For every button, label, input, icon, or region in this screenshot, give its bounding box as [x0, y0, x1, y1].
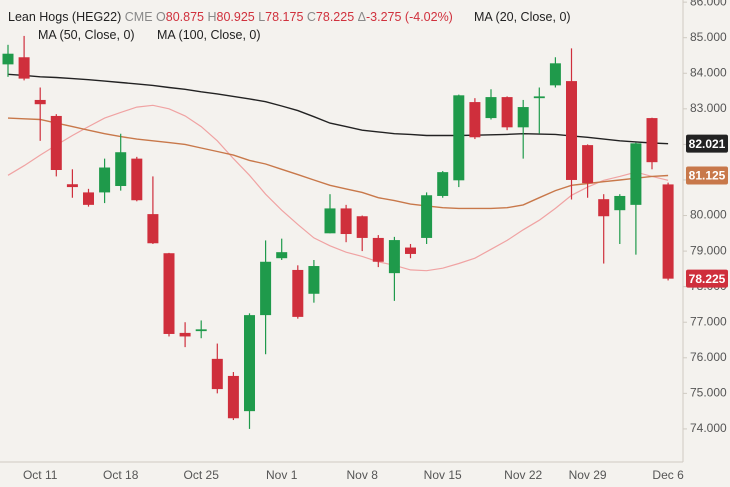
candle-body	[340, 208, 352, 235]
candle-body	[83, 192, 94, 205]
y-tick-label: 77.000	[690, 314, 727, 328]
candle-body	[115, 152, 127, 187]
x-tick-label: Nov 22	[504, 468, 542, 482]
legend-item: MA (100, Close, 0)	[157, 28, 261, 42]
y-tick-label: 86.000	[690, 0, 727, 8]
price-tag-label: 82.021	[689, 137, 726, 151]
y-tick-label: 83.000	[690, 101, 727, 115]
candle-body	[405, 247, 416, 254]
ohlc-label: C	[306, 10, 316, 24]
candle-body	[566, 81, 577, 180]
candle-body	[66, 184, 78, 188]
close-value: 78.225	[315, 10, 355, 24]
x-tick-label: Dec 6	[652, 468, 684, 482]
x-tick-label: Oct 25	[184, 468, 220, 482]
price-tag	[686, 269, 728, 288]
candle-body	[308, 266, 320, 294]
candle-body	[453, 95, 465, 181]
ohlc-label: H	[207, 10, 217, 24]
x-tick-label: Nov 29	[569, 468, 607, 482]
exchange: CME	[124, 10, 153, 24]
candle-body	[50, 115, 62, 171]
legend-item: MA (20, Close, 0)	[474, 10, 571, 24]
x-tick-label: Nov 15	[424, 468, 462, 482]
candle-body	[388, 240, 400, 274]
ohlc-label: O	[156, 10, 166, 24]
candle-body	[211, 358, 223, 390]
candle-body	[276, 252, 288, 259]
price-tag	[686, 134, 728, 153]
candle-body	[131, 158, 143, 201]
high-value: 80.925	[216, 10, 255, 24]
y-tick-label: 74.000	[690, 421, 727, 435]
ma-line	[7, 117, 669, 210]
x-tick-label: Oct 18	[103, 468, 139, 482]
y-tick-label: 85.000	[690, 30, 727, 44]
candle-body	[662, 184, 674, 279]
x-tick-label: Nov 1	[266, 468, 298, 482]
legend-item: MA (50, Close, 0)	[38, 28, 135, 42]
y-tick-label: 84.000	[690, 65, 727, 79]
price-tag-label: 81.125	[689, 169, 726, 183]
candle-body	[598, 199, 610, 217]
y-tick-label: 80.000	[690, 208, 727, 222]
open-value: 80.875	[165, 10, 204, 24]
candle-body	[244, 315, 255, 412]
candle-body	[2, 53, 14, 65]
price-tag-label: 78.225	[689, 272, 726, 286]
candle-body	[227, 375, 239, 419]
candle-body	[195, 329, 207, 332]
title: Lean Hogs (HEG22)	[8, 10, 122, 24]
ma-line	[7, 104, 669, 272]
candle-body	[99, 167, 111, 193]
candle-body	[614, 195, 626, 211]
ohlc-label: Δ	[357, 10, 366, 24]
candle-body	[517, 107, 529, 128]
y-tick-label: 75.000	[690, 386, 727, 400]
candle-body	[260, 261, 272, 316]
candle-body	[324, 208, 336, 234]
candle-body	[485, 97, 497, 119]
change-value: -3.275 (-4.02%)	[366, 10, 453, 24]
x-tick-label: Nov 8	[347, 468, 379, 482]
candle-body	[18, 57, 30, 79]
candle-body	[372, 237, 384, 262]
candle-body	[437, 172, 449, 196]
candle-body	[356, 216, 368, 238]
candle-body	[34, 99, 46, 105]
ohlc-label: L	[258, 10, 266, 24]
low-value: 78.175	[265, 10, 304, 24]
candle-body	[646, 118, 658, 163]
header: Lean Hogs (HEG22) CME O80.875 H80.925 L7…	[8, 10, 453, 24]
y-tick-label: 76.000	[690, 350, 727, 364]
price-tag	[686, 166, 728, 185]
ma-line	[7, 73, 669, 145]
candle-body	[421, 195, 433, 238]
candle-body	[582, 145, 594, 184]
candle-body	[501, 97, 513, 128]
candle-body	[147, 214, 159, 244]
candle-body	[163, 253, 175, 334]
candle-body	[292, 269, 304, 317]
candle-body	[533, 96, 545, 99]
candle-body	[549, 63, 561, 86]
x-tick-label: Oct 11	[23, 468, 58, 482]
candle-body	[469, 102, 481, 138]
candle-body	[630, 143, 642, 205]
candle-body	[179, 332, 191, 337]
y-tick-label: 79.000	[690, 243, 727, 257]
